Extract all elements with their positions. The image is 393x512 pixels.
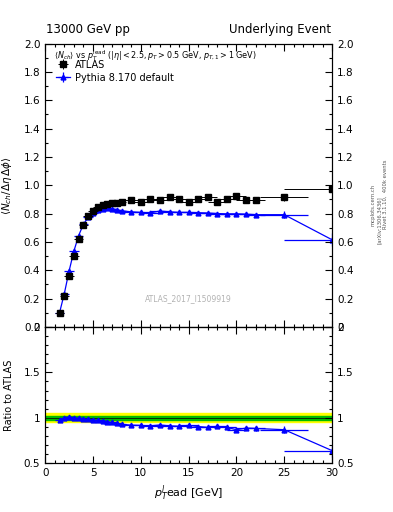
Y-axis label: Ratio to ATLAS: Ratio to ATLAS (4, 359, 14, 431)
Legend: ATLAS, Pythia 8.170 default: ATLAS, Pythia 8.170 default (56, 60, 174, 82)
Y-axis label: $\langle N_{ch}/ \Delta\eta\,\Delta\phi\rangle$: $\langle N_{ch}/ \Delta\eta\,\Delta\phi\… (0, 156, 14, 215)
Bar (45, 413, 332, 422)
Text: $\langle N_{ch}\rangle$ vs $p_{T}^{\rm lead}$ ($|\eta| < 2.5, p_{T} > 0.5$ GeV, : $\langle N_{ch}\rangle$ vs $p_{T}^{\rm l… (54, 48, 257, 62)
X-axis label: $p_{T}^{l}$ead [GeV]: $p_{T}^{l}$ead [GeV] (154, 484, 223, 503)
Bar (45, 416, 332, 420)
Text: ATLAS_2017_I1509919: ATLAS_2017_I1509919 (145, 294, 232, 303)
Text: 13000 GeV pp: 13000 GeV pp (46, 23, 130, 36)
Text: mcplots.cern.ch: mcplots.cern.ch (371, 184, 376, 226)
Text: [arXiv:1306.3436]: [arXiv:1306.3436] (377, 196, 382, 244)
Text: Underlying Event: Underlying Event (229, 23, 331, 36)
Text: Rivet 3.1.10,  400k events: Rivet 3.1.10, 400k events (383, 160, 387, 229)
